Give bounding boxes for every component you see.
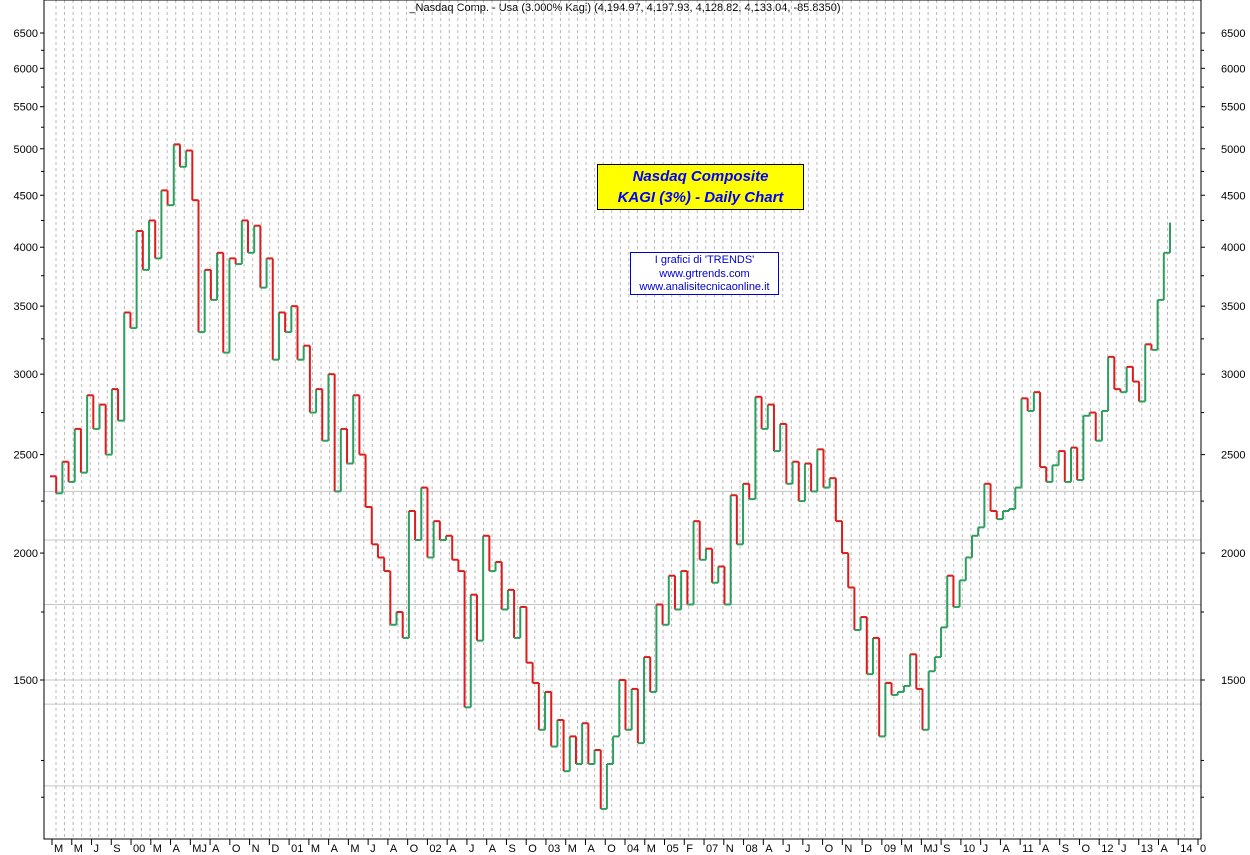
x-tick-label: MJ [192, 843, 207, 855]
x-tick-label: 14 [1180, 843, 1192, 855]
x-tick-label: O [528, 843, 537, 855]
y-tick-label-right: 2500 [1221, 450, 1245, 462]
credit-box: I grafici di 'TRENDS' www.grtrends.com w… [630, 252, 779, 295]
x-tick-label: 09 [884, 843, 896, 855]
x-tick-label: A [765, 843, 773, 855]
x-tick-label: S [1062, 843, 1069, 855]
title-line-2: KAGI (3%) - Daily Chart [617, 189, 784, 206]
x-tick-label: 11 [1022, 843, 1033, 855]
x-tick-label: 10 [963, 843, 975, 855]
x-tick-label: S [508, 843, 515, 855]
x-tick-label: M [647, 843, 656, 855]
x-tick-label: A [212, 843, 220, 855]
x-tick-label: 04 [627, 843, 639, 855]
x-tick-label: F [686, 843, 693, 855]
y-tick-label-left: 2000 [14, 548, 38, 560]
y-tick-label-left: 5000 [14, 144, 38, 156]
x-tick-label: M [904, 843, 913, 855]
credit-line-2: www.grtrends.com [659, 267, 750, 280]
y-tick-label-left: 5500 [14, 102, 38, 114]
x-tick-label: 08 [746, 843, 758, 855]
x-tick-label: M [74, 843, 83, 855]
x-tick-label: O [825, 843, 834, 855]
y-axis-right: 6500 6000 5500 5000 4500 4000 3500 3000 2500 2000… [1201, 28, 1245, 798]
y-tick-label-right: 1500 [1221, 675, 1245, 687]
x-tick-label: N [844, 843, 852, 855]
y-tick-label-left: 6000 [14, 63, 38, 75]
y-tick-label-right: 4000 [1221, 242, 1245, 254]
x-tick-label: O [410, 843, 419, 855]
y-tick-label-right: 5500 [1221, 102, 1245, 114]
chart-header: _Nasdaq Comp. - Usa (3.000% Kagi) (4,194… [409, 2, 841, 14]
x-tick-label: A [587, 843, 595, 855]
y-tick-label-right: 6000 [1221, 63, 1245, 75]
y-tick-label-right: 3500 [1221, 301, 1245, 313]
x-tick-label: A [1042, 843, 1050, 855]
x-tick-label: O [232, 843, 241, 855]
title-line-1: Nasdaq Composite [632, 168, 769, 185]
y-tick-label-left: 6500 [14, 28, 38, 40]
vertical-gridlines [55, 0, 1194, 839]
x-tick-label: M [153, 843, 162, 855]
x-tick-label: J [785, 843, 791, 855]
x-tick-label: N [252, 843, 260, 855]
x-tick-label: M [568, 843, 577, 855]
x-tick-label: A [390, 843, 398, 855]
plot-frame [43, 0, 1202, 840]
x-tick-label: S [943, 843, 950, 855]
y-tick-label-right: 5000 [1221, 144, 1245, 156]
y-tick-label-right: 6500 [1221, 28, 1245, 40]
x-tick-label: J [469, 843, 475, 855]
y-tick-label-left: 2500 [14, 450, 38, 462]
x-tick-label: MJ [923, 843, 938, 855]
y-tick-label-left: 3500 [14, 301, 38, 313]
x-tick-label: N [726, 843, 734, 855]
x-tick-label: A [449, 843, 457, 855]
x-tick-label: A [489, 843, 497, 855]
x-tick-label: D [271, 843, 279, 855]
x-tick-label: J [805, 843, 811, 855]
x-tick-label: M [350, 843, 359, 855]
credit-line-3: www.analisitecnicaonline.it [639, 281, 770, 293]
x-tick-label: J [94, 843, 100, 855]
title-box: Nasdaq Composite KAGI (3%) - Daily Chart [597, 164, 804, 210]
y-tick-label-right: 2000 [1221, 548, 1245, 560]
x-tick-label: 0 [1200, 843, 1206, 855]
x-tick-label: A [1002, 843, 1010, 855]
kagi-series [50, 143, 1171, 810]
y-tick-label-left: 1500 [14, 675, 38, 687]
x-tick-label: M [54, 843, 63, 855]
x-tick-label: M [311, 843, 320, 855]
x-tick-label: J [370, 843, 376, 855]
y-tick-label-left: 3000 [14, 369, 38, 381]
x-tick-label: O [607, 843, 616, 855]
y-tick-label-left: 4000 [14, 242, 38, 254]
x-tick-label: D [864, 843, 872, 855]
x-axis: M M J S 00 M A MJ A O N D 01 M A M J A O 02 A J A S O 03 M A O 04 M 05 F… [51, 839, 1206, 855]
x-tick-label: S [113, 843, 120, 855]
y-axis-left: 6500 6000 5500 5000 4500 4000 3500 3000 2500 2000… [14, 28, 44, 798]
y-tick-label-right: 3000 [1221, 369, 1245, 381]
x-tick-label: A [331, 843, 339, 855]
x-tick-label: 07 [706, 843, 718, 855]
x-tick-label: 02 [429, 843, 441, 855]
x-tick-label: 12 [1101, 843, 1113, 855]
x-tick-label: J [983, 843, 989, 855]
x-tick-label: 13 [1141, 843, 1153, 855]
credit-line-1: I grafici di 'TRENDS' [654, 254, 755, 266]
x-tick-label: 05 [667, 843, 679, 855]
x-tick-label: J [1121, 843, 1127, 855]
y-tick-label-left: 4500 [14, 190, 38, 202]
x-tick-label: 00 [133, 843, 145, 855]
x-tick-label: A [173, 843, 181, 855]
y-tick-label-right: 4500 [1221, 190, 1245, 202]
x-tick-label: 01 [291, 843, 303, 855]
x-tick-label: O [1081, 843, 1090, 855]
x-tick-label: 03 [548, 843, 560, 855]
horizontal-reference-lines [44, 490, 1201, 787]
x-tick-label: A [1160, 843, 1168, 855]
